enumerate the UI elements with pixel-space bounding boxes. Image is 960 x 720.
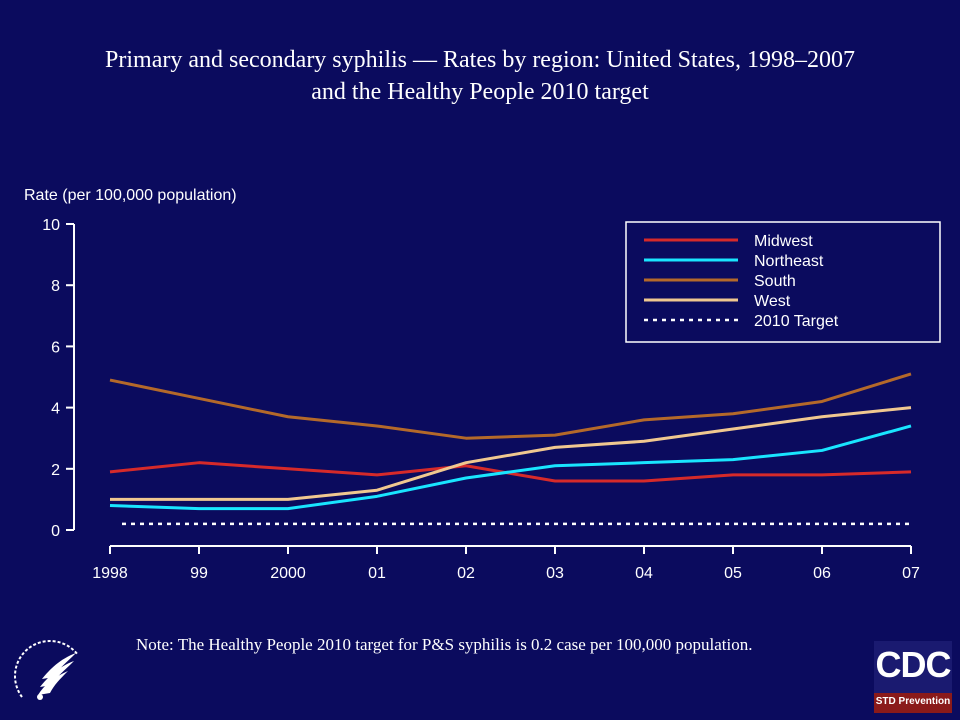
x-tick-label-2000: 2000 <box>270 565 306 582</box>
x-tick-label-99: 99 <box>190 565 208 582</box>
legend-box <box>625 221 941 343</box>
legend-label-2010-target: 2010 Target <box>754 313 839 330</box>
legend-label-south: South <box>754 273 796 290</box>
x-tick-label-06: 06 <box>813 565 831 582</box>
y-tick-label-2: 2 <box>51 462 60 479</box>
chart-title-line2: and the Healthy People 2010 target <box>311 79 649 105</box>
footnote: Note: The Healthy People 2010 target for… <box>136 635 753 654</box>
x-tick-label-05: 05 <box>724 565 742 582</box>
y-tick-label-8: 8 <box>51 278 60 295</box>
x-tick-label-03: 03 <box>546 565 564 582</box>
cdc-logo-bar <box>874 693 952 713</box>
series-line-midwest <box>109 461 912 483</box>
x-tick-label-07: 07 <box>902 565 920 582</box>
y-tick-label-0: 0 <box>51 523 60 540</box>
y-tick-label-6: 6 <box>51 339 60 356</box>
chart-title-line1: Primary and secondary syphilis — Rates b… <box>105 47 855 73</box>
x-tick-label-04: 04 <box>635 565 653 582</box>
cdc-logo-subtext: STD Prevention <box>875 696 951 707</box>
y-tick-label-10: 10 <box>42 217 60 234</box>
x-tick-label-02: 02 <box>457 565 475 582</box>
series-line-northeast <box>109 424 912 511</box>
y-tick-label-4: 4 <box>51 401 60 418</box>
chart-title: Primary and secondary syphilis — Rates b… <box>40 44 920 108</box>
series-line-south <box>109 372 912 440</box>
x-tick-label-01: 01 <box>368 565 386 582</box>
cdc-logo: CDC STD Prevention <box>874 641 952 713</box>
y-axis-label: Rate (per 100,000 population) <box>24 187 237 204</box>
legend-label-northeast: Northeast <box>754 253 824 270</box>
legend-label-midwest: Midwest <box>754 233 813 250</box>
legend-label-west: West <box>754 293 791 310</box>
series-line-west <box>110 406 912 501</box>
hhs-eagle-seal-icon <box>14 640 79 700</box>
x-tick-label-1998: 1998 <box>92 565 128 582</box>
cdc-logo-text: CDC <box>875 644 952 685</box>
